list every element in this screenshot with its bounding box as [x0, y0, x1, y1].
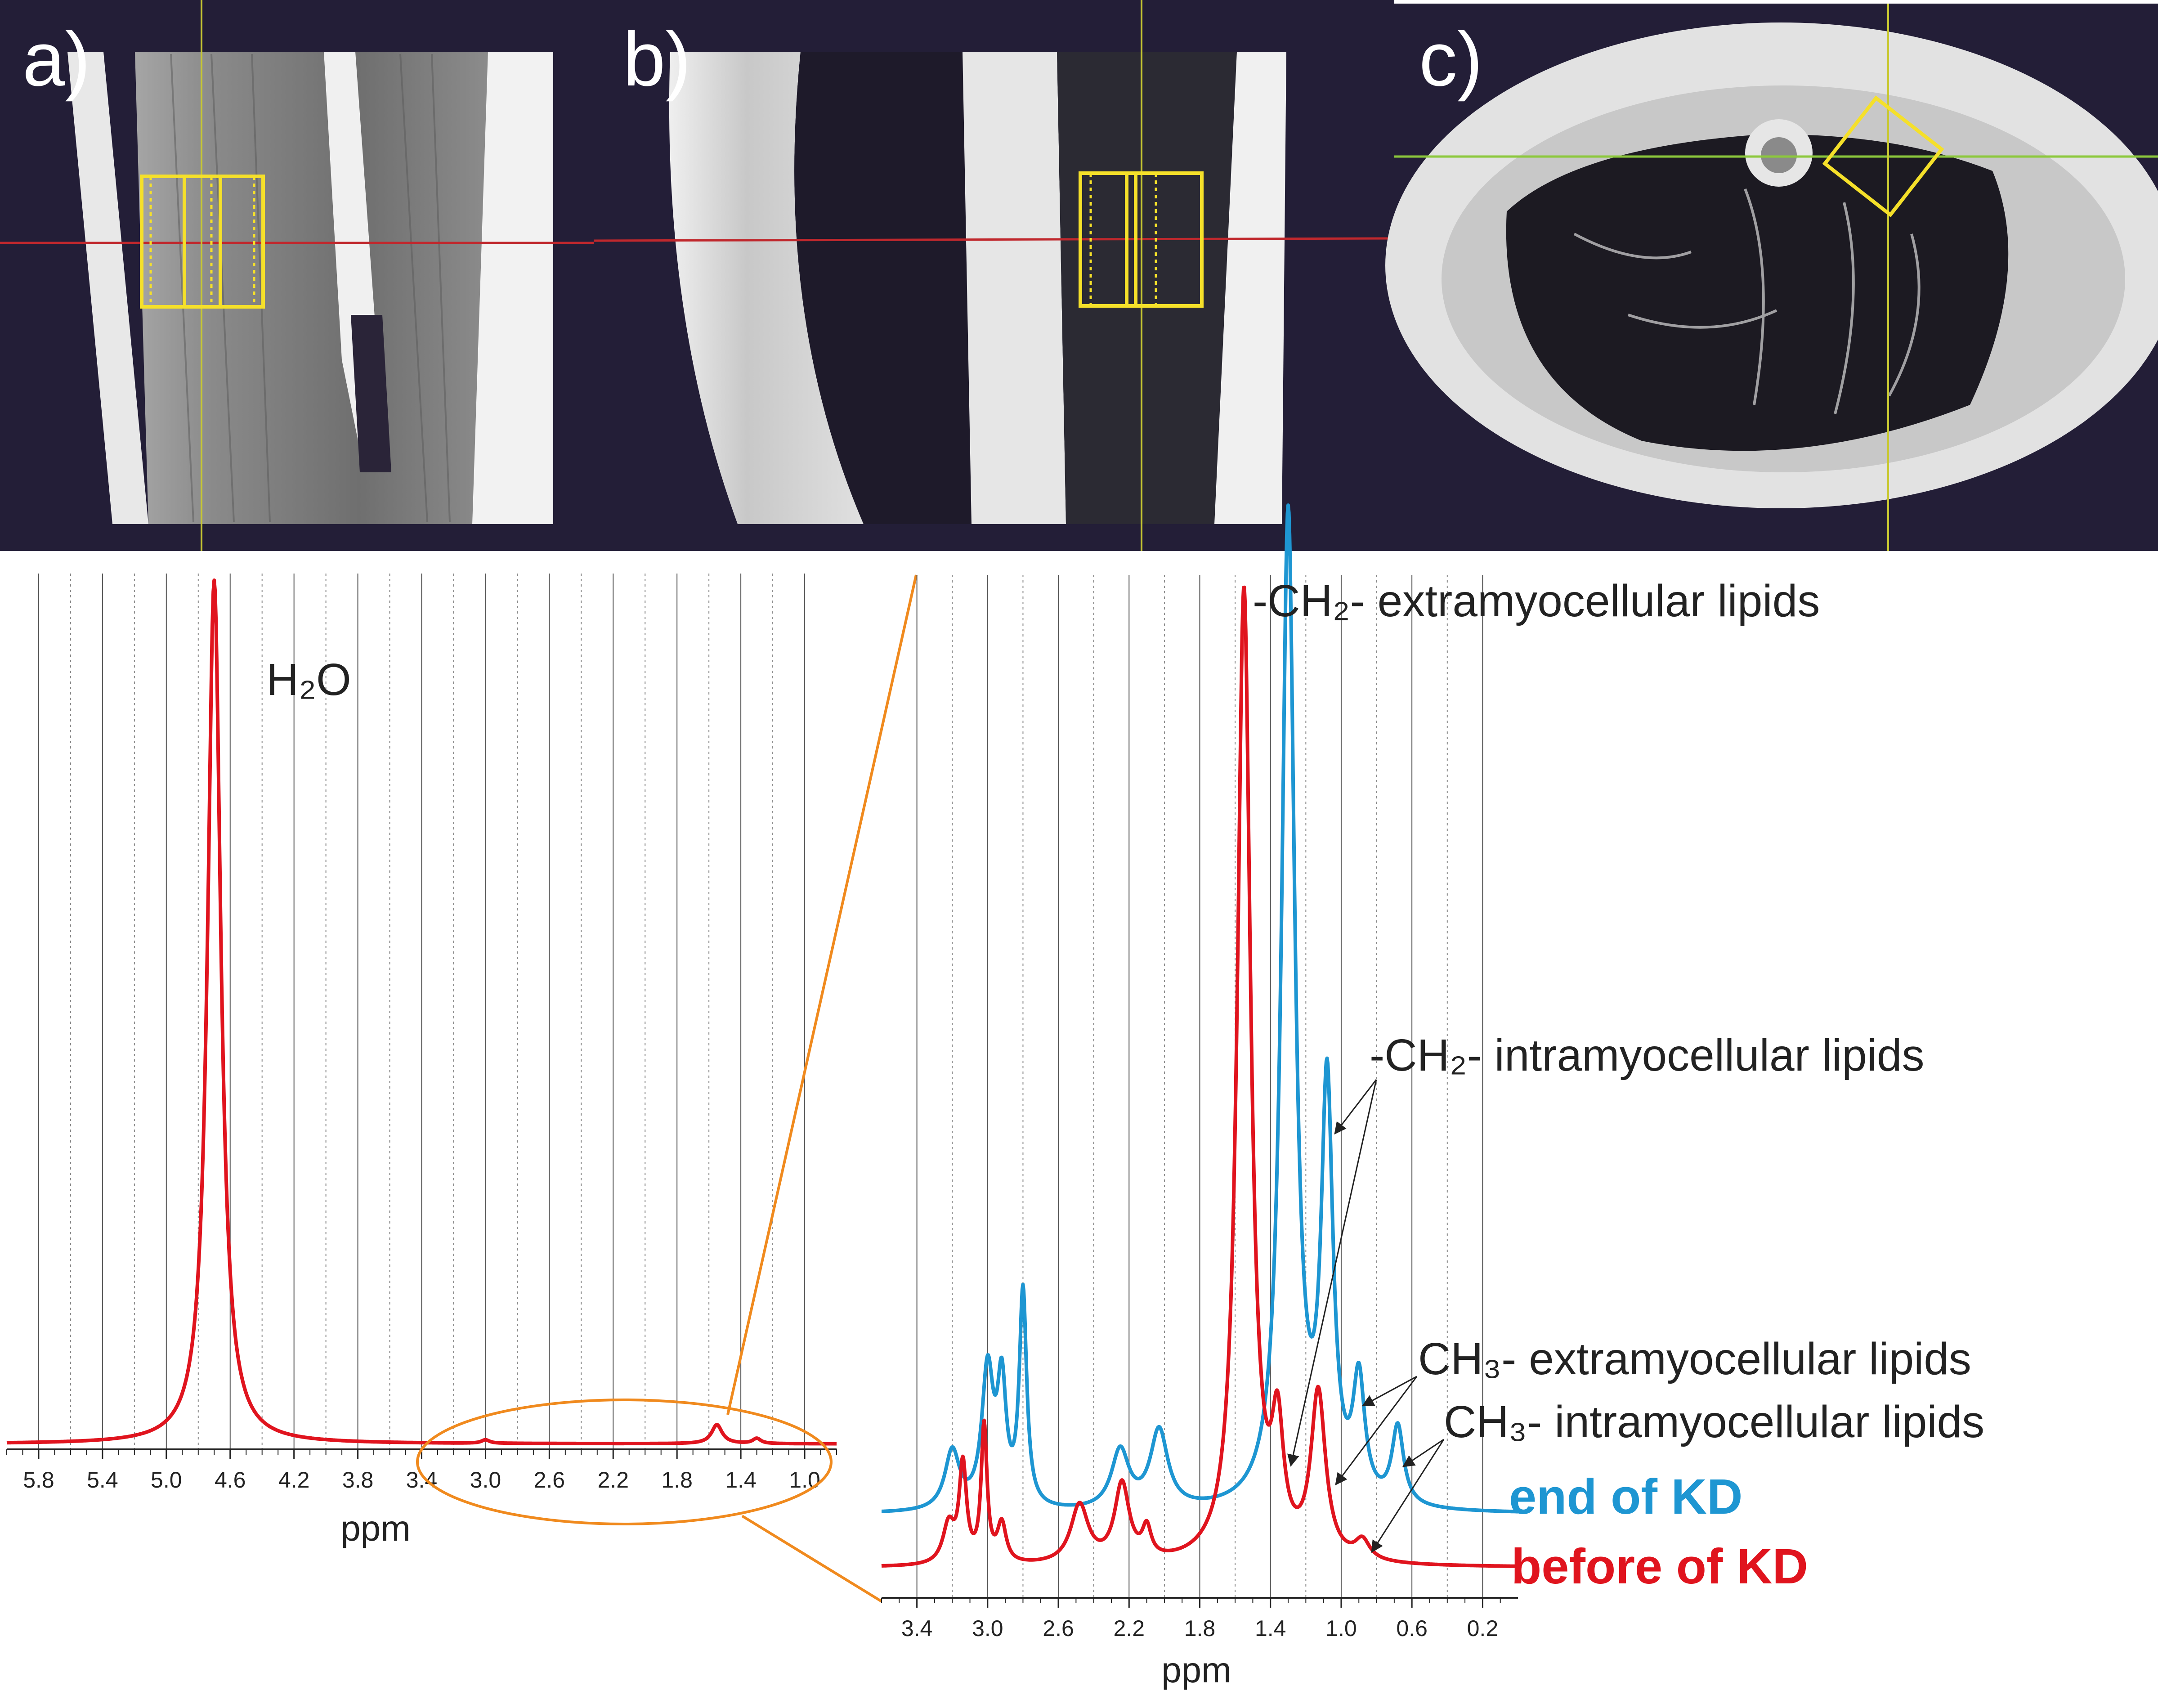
spectrum-zoom-xlabel: ppm: [1161, 1650, 1231, 1690]
x-tick-label: 2.6: [534, 1467, 565, 1493]
x-tick-label: 1.8: [661, 1467, 693, 1493]
spectrum-full: 5.8 5.4 5.0 4.6 4.2 3.8 3.4 3.0 2.6 2.2 1.8 1.4 1.0 …: [6, 574, 837, 1548]
spectrum-line-water: [6, 578, 837, 1446]
spectrum-full-series: [6, 578, 837, 1446]
x-tick-label: 4.6: [215, 1467, 246, 1493]
x-tick-label: 0.2: [1467, 1616, 1499, 1641]
x-tick-label: 1.4: [725, 1467, 757, 1493]
spectrum-full-grid: [38, 574, 806, 1449]
peak-annotations: -CH₂- extramyocellular lipids -CH₂- intr…: [1253, 576, 1984, 1594]
x-tick-label: 1.0: [1325, 1616, 1357, 1641]
x-tick-label: 3.0: [470, 1467, 501, 1493]
voxel-box-a: [140, 175, 265, 309]
annot-ch2-emcl: -CH₂- extramyocellular lipids: [1253, 576, 1820, 626]
spectrum-zoom-grid: [916, 575, 1483, 1598]
annot-ch3-imcl: CH₃- intramyocellular lipids: [1444, 1397, 1984, 1447]
spectrum-full-xlabel: ppm: [340, 1508, 411, 1548]
voxel-box-c: [1822, 95, 1944, 218]
panel-label-a: a): [22, 17, 90, 102]
x-tick-label: 2.6: [1043, 1616, 1074, 1641]
zoom-line-bottom: [741, 1515, 882, 1603]
legend-end-kd: end of KD: [1509, 1469, 1742, 1524]
zoom-line-top: [726, 574, 918, 1415]
mri-panel-c: c): [1385, 0, 2158, 551]
h2o-label: H₂O: [266, 655, 351, 705]
x-tick-label: 1.0: [789, 1467, 820, 1493]
x-tick-label: 3.8: [342, 1467, 374, 1493]
panel-label-b: b): [623, 17, 691, 102]
spectrum-zoom-ticks: 3.4 3.0 2.6 2.2 1.8 1.4 1.0 0.6 0.2: [881, 1598, 1501, 1641]
panel-label-c: c): [1419, 17, 1483, 102]
voxel-box-b: [1079, 171, 1204, 308]
x-tick-label: 1.8: [1184, 1616, 1216, 1641]
x-tick-label: 2.2: [598, 1467, 629, 1493]
x-tick-label: 5.4: [87, 1467, 118, 1493]
x-tick-label: 5.8: [23, 1467, 54, 1493]
zoom-ellipse: [416, 1399, 833, 1525]
mri-panel-b: b): [593, 0, 1395, 551]
spectrum-full-ticks: 5.8 5.4 5.0 4.6 4.2 3.8 3.4 3.0 2.6 2.2 1.8 1.4 1.0: [6, 1449, 837, 1493]
x-tick-label: 3.4: [901, 1616, 933, 1641]
annot-ch2-imcl: -CH₂- intramyocellular lipids: [1370, 1030, 1925, 1080]
x-tick-label: 1.4: [1255, 1616, 1286, 1641]
spectrum-zoom: 3.4 3.0 2.6 2.2 1.8 1.4 1.0 0.6 0.2 ppm: [880, 503, 1519, 1690]
zoom-indicator: [416, 574, 918, 1603]
spectrum-line-before-of-kd: [880, 585, 1519, 1568]
x-tick-label: 5.0: [151, 1467, 182, 1493]
x-tick-label: 2.2: [1114, 1616, 1145, 1641]
annot-ch3-emcl: CH₃- extramyocellular lipids: [1418, 1334, 1971, 1384]
x-tick-label: 4.2: [278, 1467, 310, 1493]
mri-panel-a: a): [0, 0, 594, 551]
x-tick-label: 3.4: [406, 1467, 438, 1493]
legend-before-kd: before of KD: [1511, 1539, 1808, 1594]
x-tick-label: 3.0: [972, 1616, 1003, 1641]
x-tick-label: 0.6: [1396, 1616, 1428, 1641]
